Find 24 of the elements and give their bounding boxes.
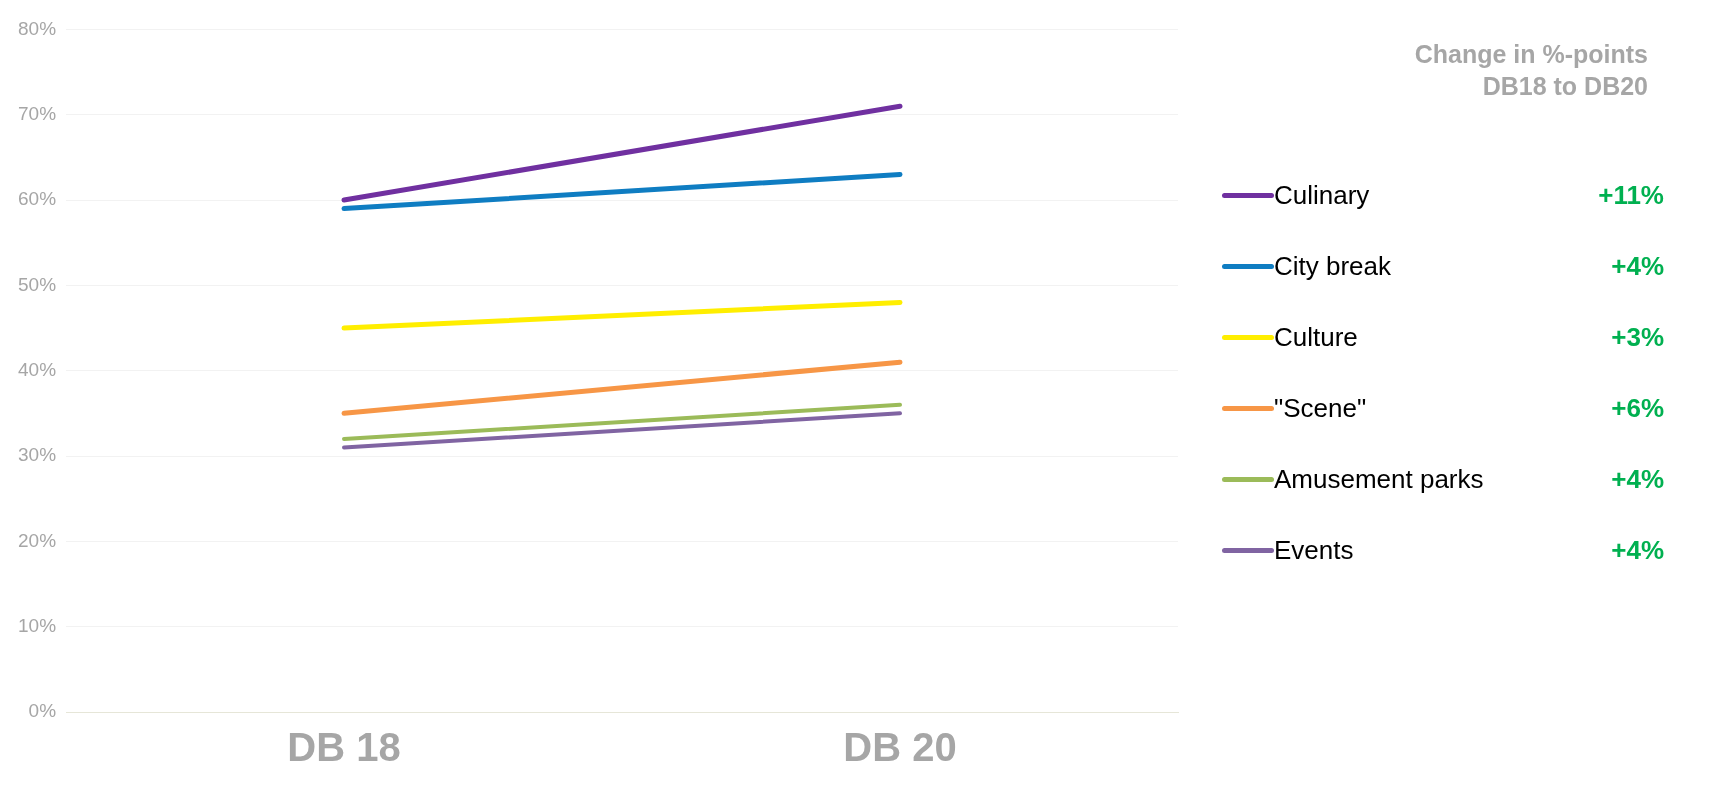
legend-label: Events bbox=[1274, 535, 1355, 566]
text: +3% bbox=[1610, 322, 1664, 353]
legend-label: Culinary bbox=[1274, 180, 1371, 211]
x-tick-label: DB 20 bbox=[843, 725, 957, 770]
y-tick-label: 30% bbox=[18, 444, 57, 466]
text: +4% bbox=[1610, 535, 1664, 566]
y-tick-label: 70% bbox=[18, 102, 57, 124]
y-tick-label: 10% bbox=[18, 614, 57, 636]
y-tick-label: 20% bbox=[18, 529, 57, 551]
y-tick-label: 0% bbox=[28, 700, 57, 722]
text: +11% bbox=[1597, 180, 1664, 211]
x-tick-label: DB 18 bbox=[287, 725, 401, 770]
legend-title: Change in %-points DB18 to DB20 bbox=[1413, 39, 1649, 102]
legend-label: Culture bbox=[1274, 322, 1359, 353]
text: +4% bbox=[1610, 464, 1664, 495]
legend-label: "Scene" bbox=[1274, 393, 1368, 424]
text: +4% bbox=[1610, 251, 1664, 282]
y-tick-label: 60% bbox=[18, 188, 57, 210]
legend-label: Amusement parks bbox=[1274, 464, 1485, 495]
y-tick-label: 80% bbox=[18, 17, 57, 39]
legend-label: City break bbox=[1274, 251, 1393, 282]
y-tick-label: 50% bbox=[18, 273, 57, 295]
y-tick-label: 40% bbox=[18, 358, 57, 380]
text: +6% bbox=[1610, 393, 1664, 424]
